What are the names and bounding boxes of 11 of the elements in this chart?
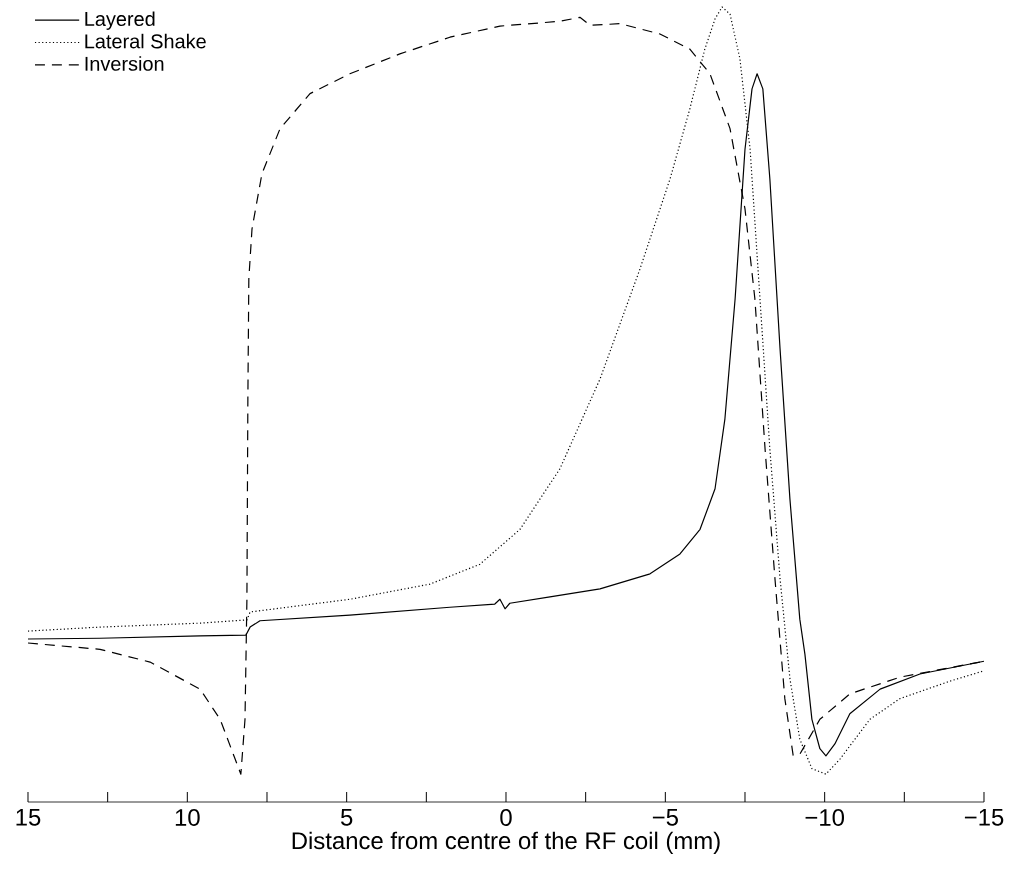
legend-label: Layered: [85, 11, 155, 30]
x-tick-label: −5: [652, 809, 678, 826]
legend-label: Lateral Shake: [85, 33, 206, 49]
x-axis-title: Distance from centre of the RF coil (mm): [292, 831, 720, 854]
x-tick-label: −15: [964, 809, 1004, 826]
x-tick-label: 5: [340, 809, 353, 826]
x-tick-label: 10: [175, 809, 200, 826]
x-tick-label: 0: [500, 809, 512, 826]
x-tick-label: −10: [805, 809, 845, 826]
x-tick-label: 15: [16, 809, 41, 826]
legend-label: Inversion: [85, 56, 164, 71]
